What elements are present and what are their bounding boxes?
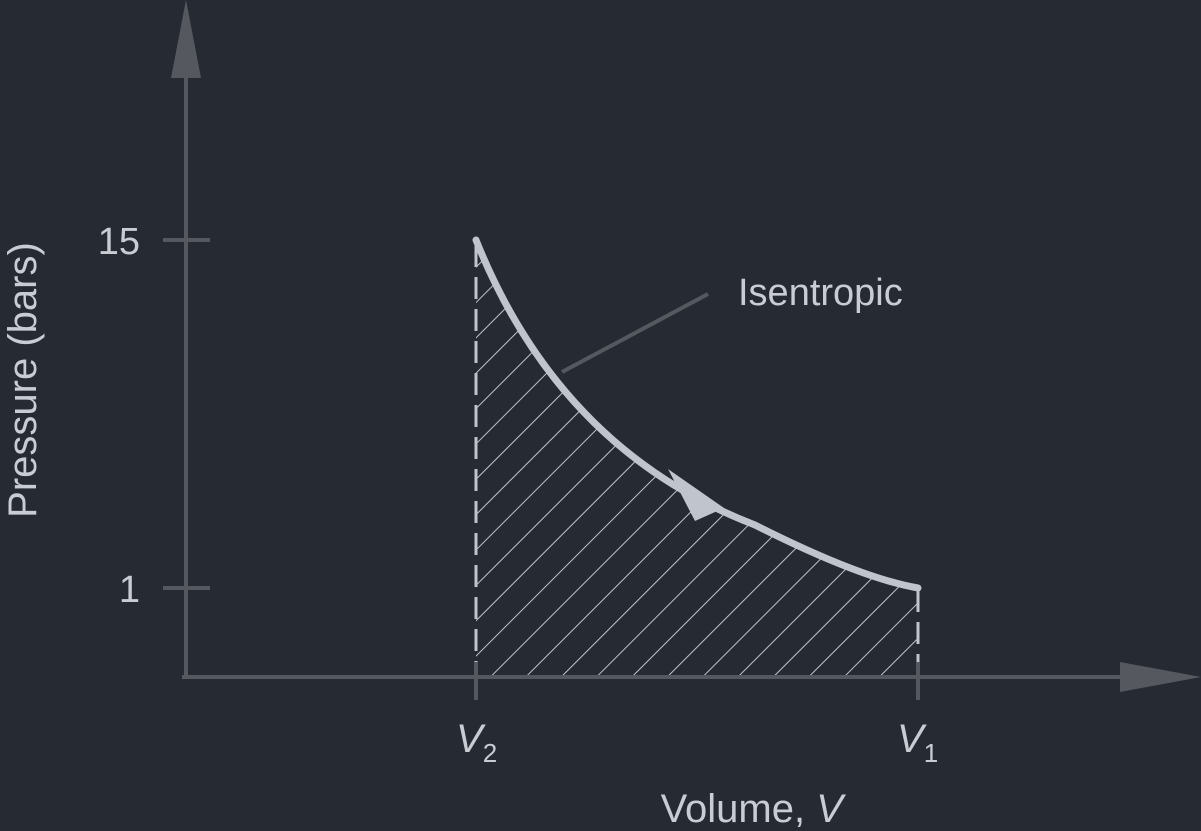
v2-label: V2 [456,717,497,768]
x-axis-title-text: Volume, [661,787,817,831]
curve-direction-arrow [668,469,724,521]
x-axis-arrow [1120,662,1201,692]
v1-subscript: 1 [924,738,938,768]
y-axis-title: Pressure (bars) [1,242,45,518]
y-axis-arrow [171,0,201,78]
x-axis-title-var: V [816,787,846,831]
isentropic-leader-line [561,292,709,374]
v2-symbol: V [456,717,486,761]
v1-symbol: V [897,717,927,761]
x-axis-title: Volume, V [605,787,876,831]
work-area-hatch [476,240,918,677]
v1-label: V1 [897,717,938,768]
y-tick-label-1: 1 [119,569,140,611]
isentropic-label: Isentropic [738,272,903,314]
v2-subscript: 2 [483,738,497,768]
y-tick-label-15: 15 [98,221,140,263]
